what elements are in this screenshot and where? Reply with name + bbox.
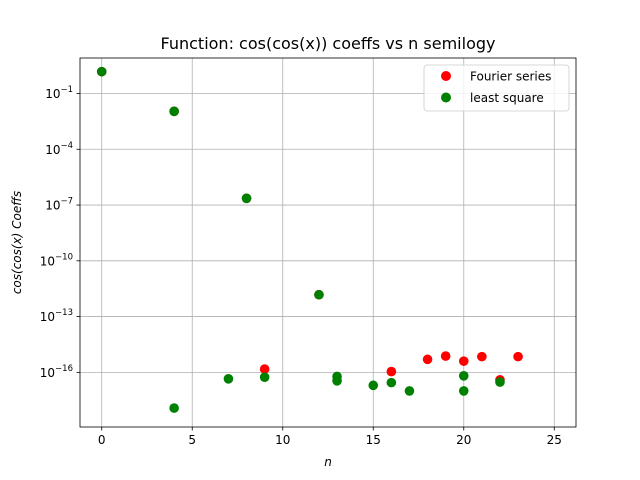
legend-marker-least-square [441,92,451,103]
point-least-square [169,106,179,117]
point-fourier-series [259,364,270,374]
data-points [96,66,523,413]
y-tick-base: 10 [40,310,55,324]
point-fourier-series [458,356,469,366]
point-least-square [368,380,379,391]
point-fourier-series [440,351,451,361]
point-least-square [386,377,397,388]
point-fourier-series [477,351,487,362]
y-tick-base: 10 [40,254,55,268]
y-tick-label: 10−1 [45,85,73,101]
chart-title: Function: cos(cos(x)) coeffs vs n semilo… [161,34,496,53]
point-least-square [96,66,107,77]
legend: Fourier series least square [423,64,570,112]
point-least-square [495,377,505,387]
series-least-square [96,66,505,413]
x-axis-ticks: 0 5 10 15 20 25 [98,427,562,447]
legend-label-fourier-series: Fourier series [470,70,551,84]
point-least-square [332,376,342,386]
y-tick-exponent: −1 [60,85,73,95]
y-tick-exponent: −16 [55,364,73,374]
y-tick-base: 10 [40,366,55,380]
y-axis-label: cos(cos(x) Coeffs [10,191,24,294]
x-tick-label: 25 [547,433,562,447]
y-tick-exponent: −10 [55,252,73,262]
point-least-square [314,289,324,300]
y-tick-label: 10−10 [40,252,73,268]
x-tick-label: 20 [456,433,471,447]
y-tick-label: 10−13 [40,308,73,324]
point-fourier-series [513,351,523,362]
series-fourier-series [96,66,523,385]
legend-box [423,64,570,112]
y-tick-exponent: −7 [60,197,73,207]
legend-marker-fourier-series [441,71,451,81]
x-tick-label: 5 [188,433,196,447]
y-tick-label: 10−16 [40,364,73,380]
y-tick-exponent: −13 [55,308,73,318]
point-least-square [223,373,234,384]
x-tick-label: 0 [98,433,106,447]
point-least-square [404,386,415,396]
y-tick-exponent: −4 [60,141,73,151]
grid-lines [80,58,576,427]
y-tick-label: 10−7 [45,197,73,213]
plot-frame [79,57,577,428]
point-least-square [458,386,469,396]
y-tick-label: 10−4 [45,141,73,157]
x-tick-label: 15 [366,433,381,447]
x-axis-label: n [324,455,332,469]
point-least-square [259,372,270,382]
y-tick-base: 10 [45,199,60,213]
point-least-square [458,371,469,381]
point-fourier-series [386,366,397,377]
point-least-square [169,403,179,413]
legend-label-least-square: least square [470,91,544,105]
point-least-square [241,193,252,204]
point-fourier-series [422,354,433,365]
y-tick-base: 10 [45,143,60,157]
x-tick-label: 10 [275,433,290,447]
y-tick-base: 10 [45,87,60,101]
